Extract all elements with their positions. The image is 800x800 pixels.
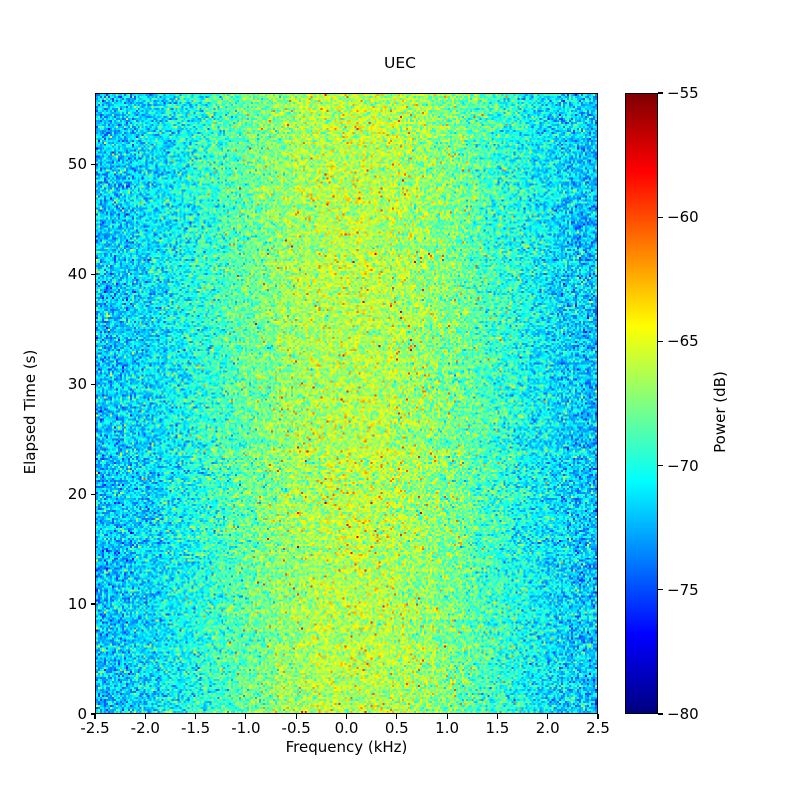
y-tick-mark bbox=[90, 603, 95, 605]
x-tick-mark bbox=[195, 714, 197, 719]
colorbar-tick-label: −70 bbox=[667, 456, 699, 475]
x-tick-label: 1.0 bbox=[435, 719, 460, 737]
x-tick-mark bbox=[144, 714, 146, 719]
x-tick-label: 0.0 bbox=[334, 719, 359, 737]
x-tick-label: 1.5 bbox=[485, 719, 510, 737]
spectrogram-plot-area[interactable] bbox=[95, 93, 598, 714]
y-tick-label: 40 bbox=[67, 265, 87, 284]
x-tick-mark bbox=[446, 714, 448, 719]
x-tick-mark bbox=[94, 714, 96, 719]
y-tick-label: 20 bbox=[67, 485, 87, 504]
colorbar-tick-mark bbox=[658, 713, 663, 715]
y-tick-mark bbox=[90, 383, 95, 385]
y-tick-mark bbox=[90, 713, 95, 715]
y-axis-label: Elapsed Time (s) bbox=[21, 349, 39, 475]
x-tick-mark bbox=[597, 714, 599, 719]
x-tick-mark bbox=[345, 714, 348, 719]
y-axis-tick-labels: 0 10 20 30 40 50 bbox=[0, 0, 87, 800]
colorbar-tick-label: −75 bbox=[667, 580, 699, 599]
colorbar[interactable] bbox=[625, 93, 658, 714]
y-tick-label: 10 bbox=[67, 595, 87, 614]
x-tick-mark bbox=[396, 714, 398, 719]
colorbar-gradient bbox=[626, 94, 657, 713]
x-axis-label: Frequency (kHz) bbox=[285, 738, 408, 756]
y-tick-label: 30 bbox=[67, 375, 87, 394]
y-tick-mark bbox=[90, 273, 95, 275]
colorbar-tick-label: −65 bbox=[667, 332, 699, 351]
spectrogram-image bbox=[96, 94, 597, 713]
x-tick-mark bbox=[496, 714, 498, 719]
colorbar-label: Power (dB) bbox=[711, 371, 729, 453]
x-tick-label: -1.0 bbox=[231, 719, 261, 737]
colorbar-tick-label: −55 bbox=[667, 84, 699, 102]
x-tick-mark bbox=[245, 714, 247, 719]
colorbar-tick-mark bbox=[658, 340, 663, 342]
title-line-instrument: UEC bbox=[384, 54, 416, 72]
x-tick-label: -2.5 bbox=[80, 719, 110, 737]
x-tick-label: 2.5 bbox=[586, 719, 610, 737]
colorbar-tick-mark bbox=[658, 92, 663, 94]
colorbar-tick-mark bbox=[658, 216, 663, 218]
x-tick-label: 0.5 bbox=[384, 719, 409, 737]
y-tick-label: 50 bbox=[67, 155, 87, 174]
colorbar-tick-label: −80 bbox=[667, 705, 699, 723]
y-tick-mark bbox=[90, 493, 95, 495]
x-tick-label: -2.0 bbox=[130, 719, 160, 737]
colorbar-tick-mark bbox=[658, 589, 663, 591]
x-tick-label: -0.5 bbox=[281, 719, 311, 737]
x-tick-label: -1.5 bbox=[180, 719, 211, 737]
x-tick-mark bbox=[547, 714, 549, 719]
colorbar-tick-label: −60 bbox=[667, 208, 699, 227]
colorbar-tick-mark bbox=[658, 465, 663, 467]
x-tick-mark bbox=[295, 714, 297, 719]
y-tick-label: 0 bbox=[77, 705, 87, 723]
x-tick-label: 2.0 bbox=[535, 719, 560, 737]
y-tick-mark bbox=[90, 163, 95, 166]
